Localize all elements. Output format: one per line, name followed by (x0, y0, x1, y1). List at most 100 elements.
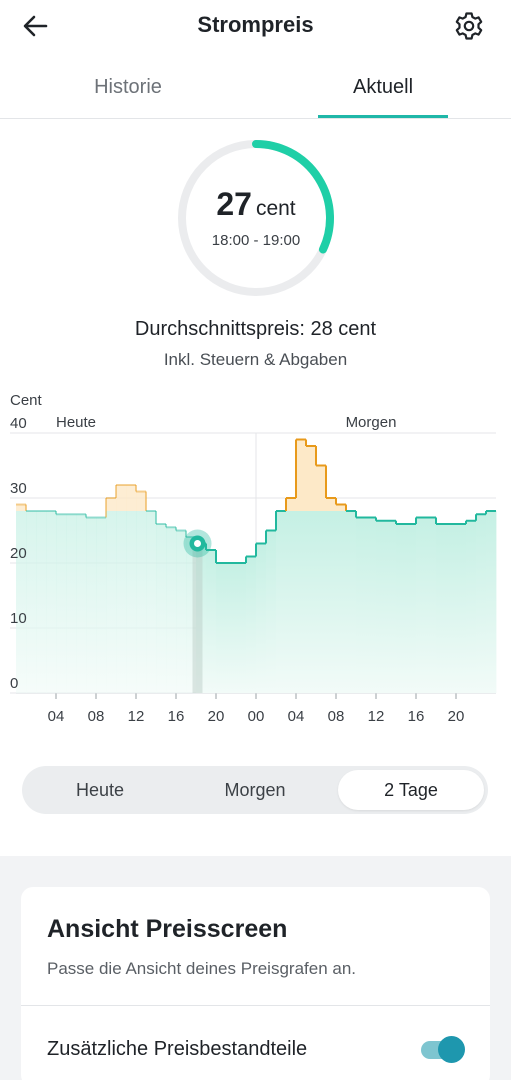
price-area-below (56, 514, 67, 693)
price-area-below (326, 511, 337, 693)
price-area-below (146, 511, 157, 693)
extra-price-components-toggle[interactable] (419, 1036, 467, 1063)
taxes-note: Inkl. Steuern & Abgaben (163, 350, 348, 369)
price-area-below (256, 543, 267, 693)
price-area-below (356, 517, 367, 693)
range-2tage-button[interactable]: 2 Tage (338, 770, 484, 810)
price-area-below (96, 517, 107, 693)
arrow-left-icon[interactable] (18, 10, 54, 42)
price-area-above (136, 491, 147, 511)
price-area-below (406, 524, 417, 693)
price-area-above (296, 439, 307, 511)
day-label-heute: Heute (56, 414, 96, 431)
card-title: Ansicht Preisscreen (47, 915, 288, 943)
x-tick-label: 16 (408, 708, 425, 725)
price-area-below (286, 511, 297, 693)
x-tick-label: 08 (328, 708, 345, 725)
price-chart[interactable]: Cent 0 10 20 30 40 Heute Morgen 04 08 12 16 20 00 04 08… (0, 385, 511, 730)
price-area-below (416, 517, 427, 693)
price-area-below (456, 524, 467, 693)
price-area-above (106, 498, 117, 511)
price-area-below (376, 520, 387, 693)
price-gauge (178, 140, 334, 296)
toggle-label: Zusätzliche Preisbestandteile (47, 1038, 308, 1060)
y-tick-label: 0 (10, 675, 18, 692)
price-area-above (286, 498, 297, 511)
price-area-below (206, 550, 217, 693)
price-area-below (296, 511, 307, 693)
price-area-below (346, 511, 357, 693)
price-area-below (196, 543, 207, 693)
price-area-below (116, 511, 127, 693)
price-area-below (216, 563, 227, 693)
price-area-below (36, 511, 47, 693)
price-area-below (136, 511, 147, 693)
price-area-below (366, 517, 377, 693)
x-tick-label: 16 (168, 708, 185, 725)
y-axis-label: Cent (10, 392, 43, 409)
price-area-below (106, 511, 117, 693)
price-area-below (476, 514, 487, 693)
x-tick-label: 12 (128, 708, 145, 725)
price-area-above (326, 498, 337, 511)
page-title: Strompreis (197, 12, 314, 37)
x-tick-label: 20 (448, 708, 465, 725)
range-heute-button[interactable]: Heute (75, 780, 125, 800)
current-hour-bar (192, 543, 203, 693)
current-price: 27 cent (174, 186, 338, 223)
price-area-below (246, 556, 257, 693)
price-area-below (26, 511, 37, 693)
tab-historie[interactable]: Historie (94, 76, 162, 98)
range-selector: Heute Morgen 2 Tage (22, 766, 488, 814)
y-tick-label: 20 (10, 545, 27, 562)
tab-aktuell[interactable]: Aktuell (352, 76, 414, 98)
current-price-value: 27 (216, 186, 252, 222)
price-area-below (426, 517, 437, 693)
price-area-below (46, 511, 57, 693)
price-area-below (86, 517, 97, 693)
price-area-below (386, 520, 397, 693)
active-tab-indicator (318, 115, 448, 118)
price-area-below (186, 537, 197, 693)
x-tick-label: 12 (368, 708, 385, 725)
x-tick-label: 04 (48, 708, 65, 725)
app-header: Strompreis (0, 0, 511, 56)
gauge-progress (252, 140, 334, 254)
current-price-marker-center (194, 540, 201, 547)
price-area-below (156, 524, 167, 693)
price-area-below (446, 524, 457, 693)
price-area-below (66, 514, 77, 693)
price-area-above (336, 504, 347, 511)
price-area-below (336, 511, 347, 693)
price-area-above (16, 504, 27, 511)
price-area-below (126, 511, 137, 693)
price-area-below (266, 530, 277, 693)
price-area-below (76, 514, 87, 693)
price-area-below (16, 511, 27, 693)
range-morgen-button[interactable]: Morgen (224, 780, 286, 800)
average-price: Durchschnittspreis: 28 cent (134, 318, 377, 340)
price-area-below (166, 527, 177, 693)
x-tick-label: 04 (288, 708, 305, 725)
card-subtitle: Passe die Ansicht deines Preisgrafen an. (47, 959, 357, 978)
x-tick-label: 08 (88, 708, 105, 725)
current-price-unit: cent (255, 197, 296, 220)
price-area-below (316, 511, 327, 693)
gear-icon[interactable] (450, 8, 488, 44)
card-divider (21, 1005, 490, 1006)
price-area-above (126, 485, 137, 511)
y-tick-label: 40 (10, 415, 27, 432)
current-time-range: 18:00 - 19:00 (211, 232, 301, 249)
price-area-below (176, 530, 187, 693)
price-area-below (466, 520, 477, 693)
price-area-below (226, 563, 237, 693)
x-tick-label: 20 (208, 708, 225, 725)
day-label-morgen: Morgen (346, 414, 397, 431)
price-area-above (116, 485, 127, 511)
tab-bar: Historie Aktuell (0, 60, 511, 119)
price-area-below (236, 563, 247, 693)
y-tick-label: 30 (10, 480, 27, 497)
toggle-knob (438, 1036, 465, 1063)
price-area-above (306, 446, 317, 511)
price-area-below (276, 511, 287, 693)
